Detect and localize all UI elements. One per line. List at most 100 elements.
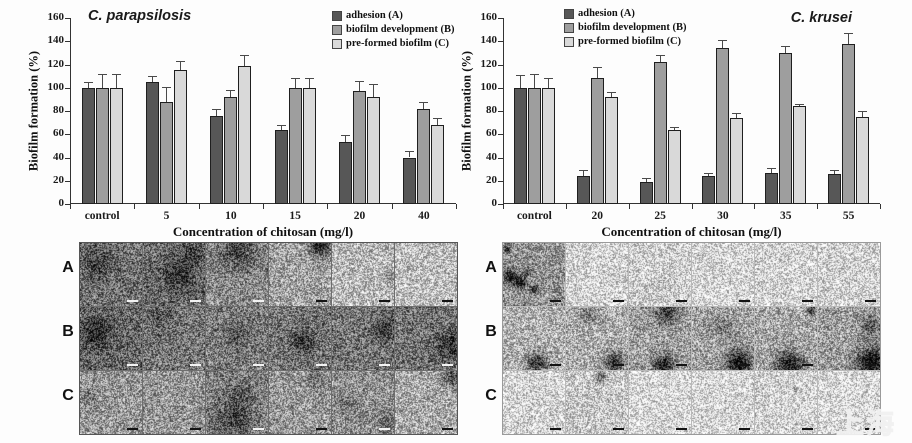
bar [210,115,224,204]
error-bar [592,66,602,79]
micrograph-image [206,307,268,370]
x-tick-mark [880,204,881,209]
x-tick-mark [263,204,264,209]
scale-bar [190,300,201,302]
scale-bar [379,300,390,302]
x-tick-mark [817,204,819,209]
error-bar-line [437,117,439,125]
x-tick-mark [70,204,71,209]
bar [367,97,380,204]
y-tick-label: 160 [480,11,498,23]
micrograph-tile [566,371,628,434]
bar [527,87,541,204]
error-bar [304,78,314,88]
x-tick-mark [503,204,504,209]
micrograph-tile [629,371,691,434]
y-tick-label: 0 [58,197,65,209]
legend: adhesion (A) biofilm development (B) pre-f… [564,8,687,50]
micrograph-image [755,243,817,306]
micrograph-tile [818,371,880,434]
bar [274,129,288,204]
bar [765,172,779,204]
error-bar [543,78,553,88]
error-bar-line [596,66,598,79]
plot-area [70,18,456,204]
micrograph-tile [503,307,565,370]
micrograph-tile [692,243,754,306]
micrograph-image [755,307,817,370]
micrograph-tile [269,243,331,306]
y-tick-mark [498,180,503,182]
scale-bar [550,300,561,302]
micrograph-image [566,243,628,306]
y-tick-mark [65,64,70,66]
error-bar-line [848,33,850,44]
x-category-label: 55 [842,210,855,222]
micrograph-tile [80,243,142,306]
error-bar-line [645,178,647,182]
y-tick-label: 60 [53,127,64,140]
scale-bar [802,428,813,430]
bar [174,70,187,204]
error-bar [795,104,805,107]
micrograph-tile [692,307,754,370]
scale-bar [676,428,687,430]
error-bar [781,45,791,53]
y-axis-title: Biofilm formation (%) [26,50,41,172]
micrograph-image [332,371,394,434]
legend-item: adhesion (A) [564,8,687,19]
x-tick-mark [628,204,630,209]
x-category-label: 30 [717,210,729,222]
scale-bar [190,364,201,366]
bar [653,62,667,204]
error-bar-line [785,45,787,53]
error-bar-line [87,81,89,88]
micrograph-image [395,371,457,434]
legend-label: biofilm development (B) [578,22,687,33]
y-tick-mark [65,18,70,19]
bar [109,87,123,204]
micrograph-image [692,371,754,434]
error-bar [290,78,300,88]
x-category-label: 35 [779,210,792,222]
y-tick-mark [65,87,70,89]
bar [339,142,352,204]
micrographs-c-parapsilosis: A B C [62,242,458,435]
error-bar-line [180,61,181,71]
error-bar [226,90,236,98]
error-bar [176,61,185,71]
scale-bar [316,364,327,366]
micrograph-tile [755,243,817,306]
scale-bar [379,428,390,430]
legend-label: adhesion (A) [578,8,635,19]
legend-swatch-icon [564,36,574,47]
micrograph-image [755,371,817,434]
error-bar [433,117,443,125]
plot-area [503,18,880,204]
scale-bar [613,300,624,302]
micrograph-tile [395,307,457,370]
scale-bar [127,428,138,430]
y-tick-mark [498,64,503,66]
error-bar-line [345,135,346,143]
bar [793,106,807,204]
micrograph-image [143,307,205,370]
micro-row-label: A [485,259,497,276]
scale-bar [253,300,264,302]
micro-row-label: B [485,323,497,340]
scale-bar [127,300,138,302]
error-bar-line [373,84,374,98]
chart-c-krusei: 0 20 40 60 80 100 120 140 160 control 20 25 30 35 55 Bi… [456,0,912,242]
error-bar [858,111,868,117]
error-bar [606,92,616,98]
error-bar-line [862,111,864,117]
bar [667,129,681,204]
bar [417,108,431,204]
scale-bar [253,428,264,430]
bar [639,181,653,204]
micrograph-image [818,371,880,434]
micrograph-tile [818,307,880,370]
error-bar [341,135,350,143]
scale-bar [316,428,327,430]
